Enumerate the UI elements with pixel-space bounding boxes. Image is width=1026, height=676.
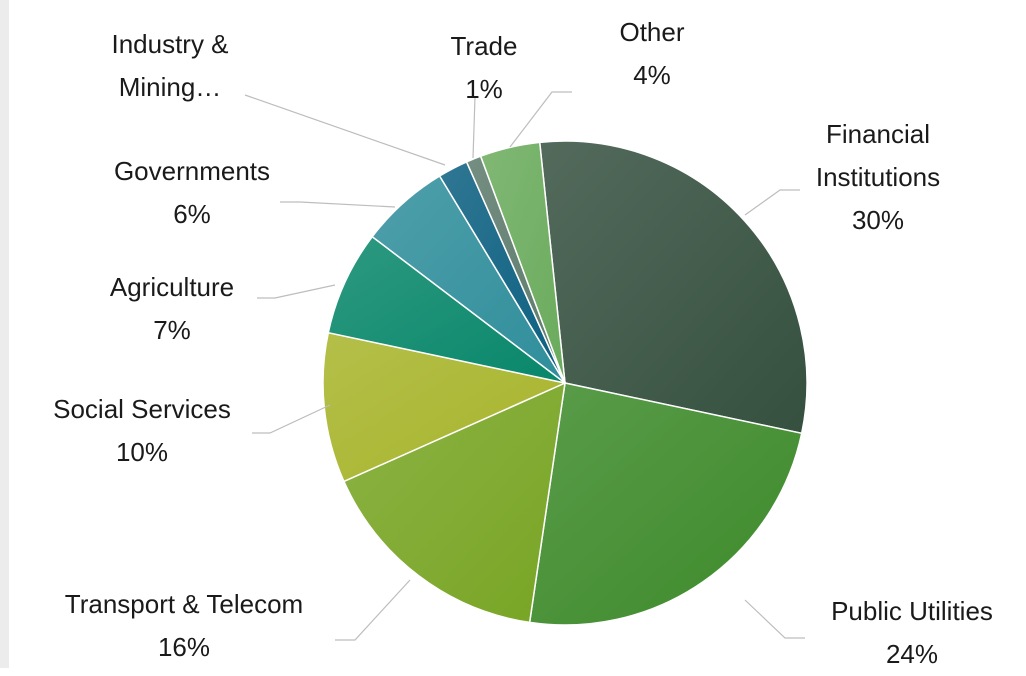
- data-label: Other 4%: [592, 11, 712, 97]
- slice-name: Agriculture: [109, 272, 235, 302]
- slice-percent: 7%: [153, 315, 191, 345]
- slice-name: Public Utilities: [831, 596, 993, 626]
- leader-line: [335, 579, 411, 641]
- pie-slice: [327, 235, 566, 384]
- leader-line: [744, 599, 805, 639]
- data-label: Social Services 10%: [0, 388, 292, 474]
- leader-line: [252, 404, 331, 434]
- slice-percent: 10%: [115, 437, 169, 467]
- data-label: Agriculture 7%: [22, 266, 322, 352]
- data-label: Financial Institutions 30%: [788, 113, 968, 242]
- slice-name: Other: [619, 17, 685, 47]
- data-label: Industry & Mining…: [90, 23, 250, 109]
- data-label: Governments 6%: [42, 150, 342, 236]
- slice-percent: 1%: [465, 74, 503, 104]
- slice-percent: 30%: [851, 205, 905, 235]
- border-stripe: [0, 0, 9, 668]
- slice-name: Transport & Telecom: [64, 589, 304, 619]
- slice-percent: 24%: [885, 639, 939, 669]
- slice-percent: 4%: [633, 60, 671, 90]
- slice-name: Trade: [450, 31, 518, 61]
- pie-slice: [342, 381, 566, 624]
- leader-line: [472, 96, 476, 159]
- pie-slice: [538, 140, 808, 435]
- leader-line: [280, 201, 396, 208]
- data-label: Public Utilities 24%: [762, 590, 1026, 676]
- leader-line: [257, 284, 336, 299]
- slice-name: Social Services: [53, 394, 231, 424]
- slice-percent: 6%: [173, 199, 211, 229]
- slice-name: Financial Institutions: [815, 119, 941, 192]
- slice-name: Governments: [113, 156, 271, 186]
- data-label: Trade 1%: [424, 25, 544, 111]
- slice-percent: 16%: [157, 632, 211, 662]
- data-label: Transport & Telecom 16%: [14, 583, 354, 669]
- leader-line: [744, 189, 800, 216]
- leader-line: [509, 91, 572, 148]
- slice-name: Industry & Mining…: [111, 29, 229, 102]
- pie-slice: [479, 141, 566, 384]
- pie-slice: [528, 382, 803, 626]
- leader-line: [244, 94, 446, 166]
